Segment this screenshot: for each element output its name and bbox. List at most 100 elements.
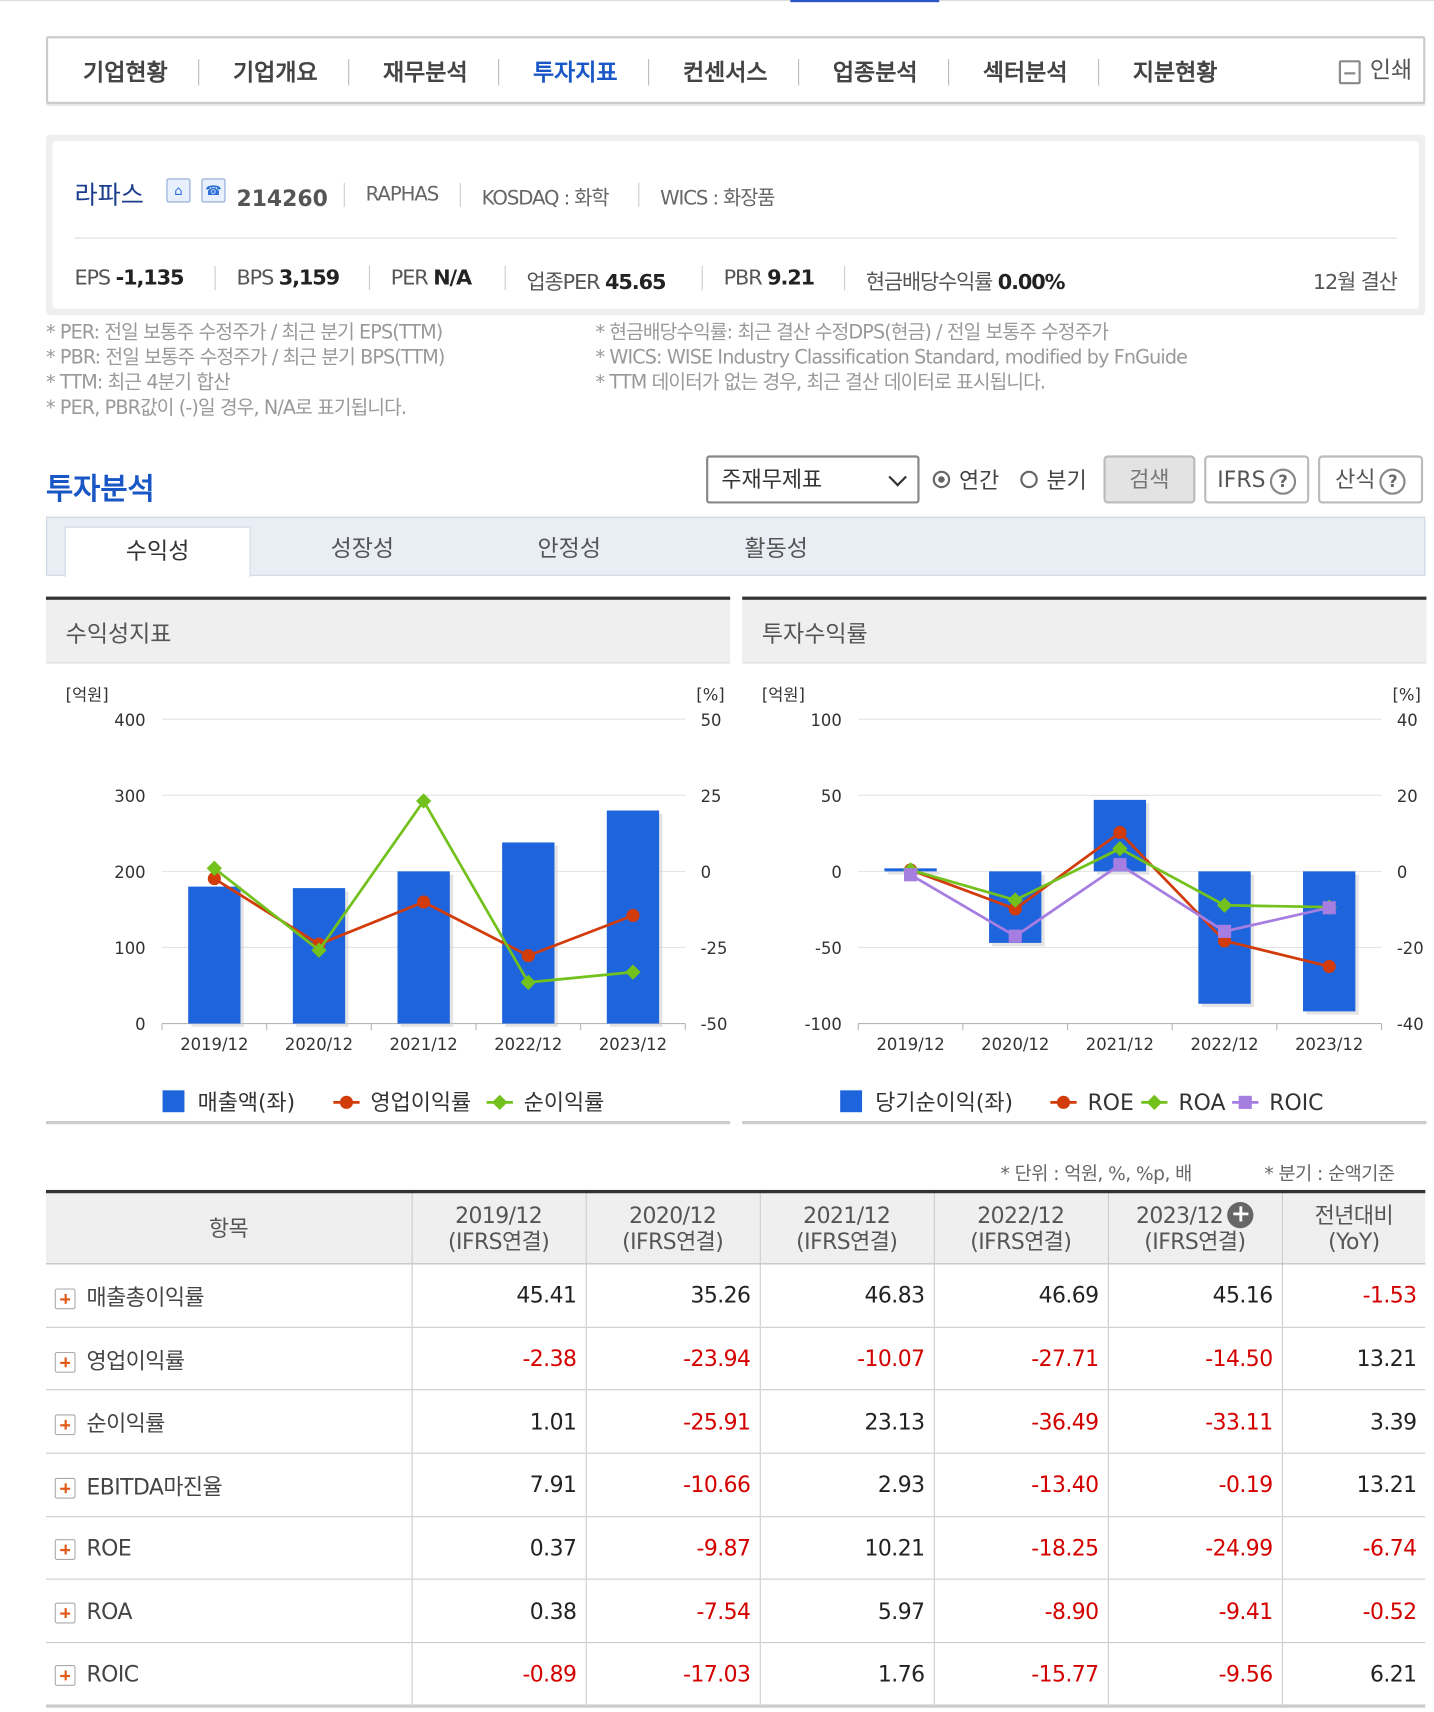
expand-row-icon[interactable] <box>54 1477 76 1499</box>
row-label: ROE <box>86 1534 132 1562</box>
table-row: EBITDA마진율 7.91 -10.66 2.93 -13.40 -0.19 13.21 <box>45 1453 1426 1517</box>
divider <box>701 266 703 291</box>
row-label-cell: ROA <box>45 1579 412 1644</box>
homepage-icon[interactable]: ⌂ <box>166 178 191 203</box>
series-line <box>909 863 1330 938</box>
tab-shareholding[interactable]: 지분현황 <box>1132 59 1218 86</box>
tab-sector-analysis[interactable]: 섹터분석 <box>982 59 1068 86</box>
header-basis: (IFRS연결) <box>796 1228 898 1255</box>
expand-row-icon[interactable] <box>54 1602 76 1624</box>
x-tick-label: 2023/12 <box>599 1035 667 1054</box>
tab-consensus[interactable]: 컨센서스 <box>682 59 768 86</box>
subtab-growth[interactable]: 성장성 <box>330 535 395 562</box>
divider <box>459 182 461 207</box>
row-label: ROA <box>86 1598 132 1625</box>
top-border <box>0 0 1434 3</box>
right-axis-unit: [%] <box>1393 686 1421 705</box>
legend-marker <box>339 1095 354 1109</box>
legend-label: ROIC <box>1269 1091 1323 1116</box>
header-period: 2020/12 <box>629 1201 717 1229</box>
right-tick-label: 40 <box>1397 711 1418 730</box>
tab-divider <box>498 59 500 86</box>
ifrs-help-button[interactable]: IFRS? <box>1204 455 1310 504</box>
phone-icon[interactable]: ☎ <box>201 178 226 203</box>
legend-label: ROA <box>1178 1091 1225 1116</box>
expand-row-icon[interactable] <box>54 1665 76 1686</box>
data-point <box>1322 959 1336 974</box>
value-cell: -9.56 <box>1107 1642 1282 1708</box>
header-basis: (IFRS연결) <box>970 1228 1072 1255</box>
table-row: ROA 0.38 -7.54 5.97 -8.90 -9.41 -0.52 <box>45 1579 1426 1644</box>
row-label-cell: ROE <box>45 1516 412 1581</box>
expand-plus-icon[interactable]: + <box>1227 1201 1254 1229</box>
tab-company-status[interactable]: 기업현황 <box>83 59 168 86</box>
indicator-table: 항목 2019/12 (IFRS연결) 2020/12 (IFRS연결) 2021/… <box>45 1189 1426 1708</box>
row-label-cell: 순이익률 <box>45 1390 412 1454</box>
tab-financial-analysis[interactable]: 재무분석 <box>382 59 468 86</box>
expand-row-icon[interactable] <box>54 1351 76 1373</box>
table-row: 영업이익률 -2.38 -23.94 -10.07 -27.71 -14.50 13.21 <box>45 1326 1426 1391</box>
divider <box>504 266 506 291</box>
tab-industry-analysis[interactable]: 업종분석 <box>832 59 918 86</box>
metric-value: 45.65 <box>605 270 666 295</box>
metric-pbr: PBR 9.21 <box>723 266 816 291</box>
subtab-profitability[interactable]: 수익성 <box>64 526 251 577</box>
radio-unchecked-icon <box>1020 470 1038 488</box>
radio-annual[interactable]: 연간 <box>932 463 1000 495</box>
header-2023: 2023/12 + (IFRS연결) <box>1107 1191 1282 1265</box>
printer-icon <box>1339 60 1362 85</box>
left-tick-label: 0 <box>831 863 841 882</box>
value-cell: 5.97 <box>759 1579 934 1644</box>
tab-company-overview[interactable]: 기업개요 <box>233 59 318 86</box>
value-cell: -15.77 <box>933 1642 1108 1708</box>
value-cell: 1.01 <box>411 1390 586 1454</box>
expand-row-icon[interactable] <box>54 1288 76 1310</box>
radio-label: 연간 <box>958 467 1000 494</box>
tab-divider <box>948 59 950 86</box>
formula-help-button[interactable]: 산식? <box>1318 455 1424 504</box>
row-label: 영업이익률 <box>86 1347 185 1374</box>
data-point <box>207 872 221 886</box>
header-basis: (IFRS연결) <box>1144 1228 1246 1255</box>
statement-select[interactable]: 주재무제표 <box>706 455 920 504</box>
subtab-stability[interactable]: 안정성 <box>537 535 601 562</box>
company-name[interactable]: 라파스 <box>74 181 144 211</box>
print-button[interactable]: 인쇄 <box>1339 38 1412 101</box>
header-basis: (IFRS연결) <box>622 1228 724 1255</box>
row-label: ROIC <box>86 1660 139 1687</box>
row-label-cell: ROIC <box>45 1642 412 1708</box>
value-cell: -9.41 <box>1107 1579 1282 1644</box>
expand-row-icon[interactable] <box>54 1539 76 1561</box>
value-cell: 0.38 <box>411 1579 586 1644</box>
section-title: 투자분석 <box>45 472 155 507</box>
value-cell: -0.89 <box>411 1642 586 1708</box>
chevron-down-icon <box>888 468 907 487</box>
table-row: 순이익률 1.01 -25.91 23.13 -36.49 -33.11 3.39 <box>45 1390 1426 1454</box>
data-point <box>1113 858 1127 872</box>
company-code: 214260 <box>236 185 328 212</box>
value-cell: 7.91 <box>411 1453 586 1517</box>
value-cell: 3.39 <box>1281 1390 1426 1454</box>
legend-marker <box>492 1094 508 1111</box>
legend-marker <box>1238 1095 1252 1109</box>
x-tick-label: 2023/12 <box>1295 1035 1363 1054</box>
right-tick-label: 50 <box>701 711 722 730</box>
subtab-activity[interactable]: 활동성 <box>744 535 808 562</box>
legend-label: ROE <box>1088 1091 1134 1116</box>
radio-quarter[interactable]: 분기 <box>1020 463 1087 495</box>
metric-value: 0.00% <box>997 270 1066 295</box>
expand-row-icon[interactable] <box>54 1414 76 1436</box>
tab-investment-indicators[interactable]: 투자지표 <box>532 59 618 86</box>
data-point <box>521 949 535 963</box>
note-line: * PBR: 전일 보통주 수정주가 / 최근 분기 BPS(TTM) <box>45 347 445 369</box>
tab-divider <box>648 59 650 86</box>
data-point <box>1113 825 1127 840</box>
select-value: 주재무제표 <box>721 466 823 493</box>
header-2020: 2020/12 (IFRS연결) <box>585 1191 760 1265</box>
metric-label: PBR <box>723 266 763 291</box>
chart-panel-return: 투자수익률 [억원] [%] 100 40 50 20 0 0 -50 -20 -100 -40 201… <box>742 596 1427 1125</box>
value-cell: 45.41 <box>411 1263 586 1328</box>
left-tick-label: -100 <box>805 1015 842 1034</box>
tab-divider <box>348 59 350 86</box>
search-button[interactable]: 검색 <box>1103 455 1196 504</box>
